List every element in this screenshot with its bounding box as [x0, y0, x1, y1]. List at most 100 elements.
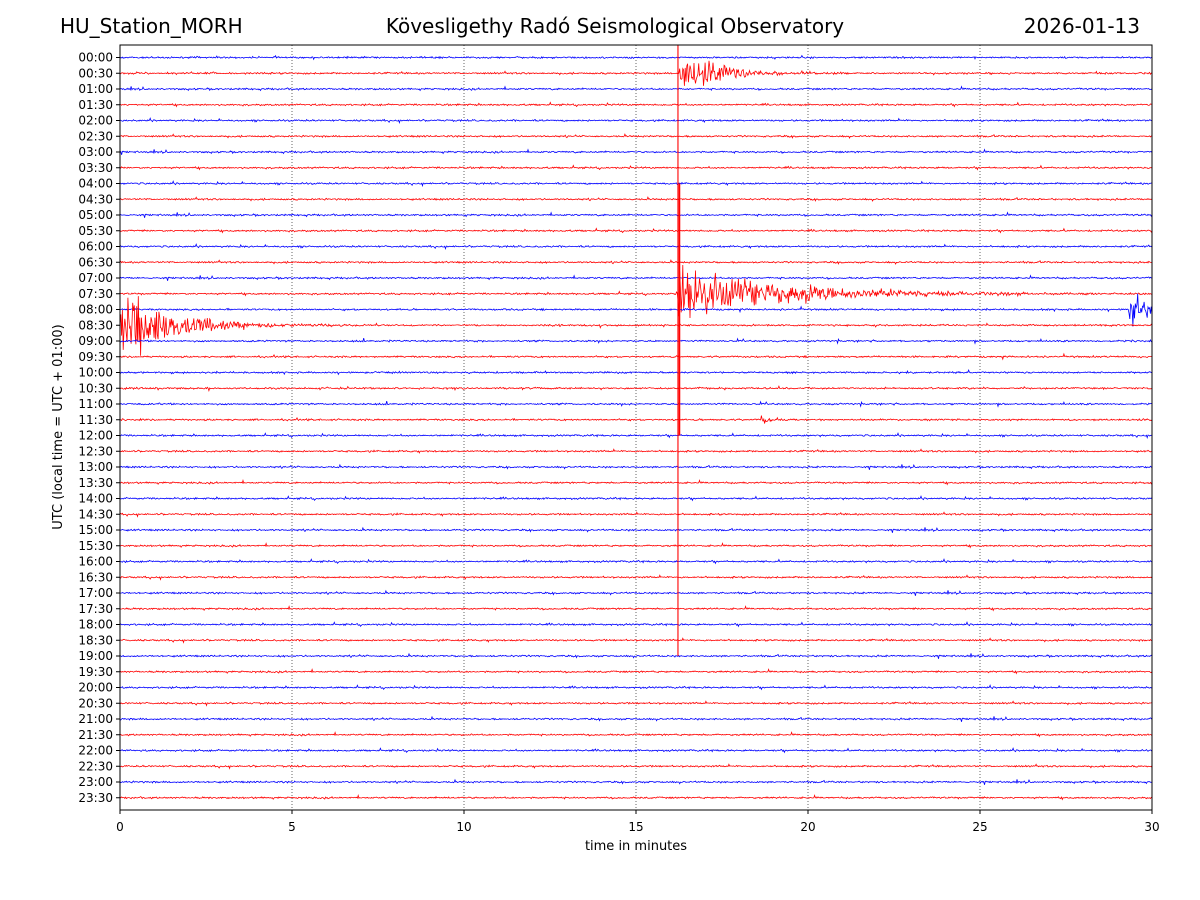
station-name: HU_Station_MORH — [60, 14, 243, 38]
x-tick-label: 0 — [116, 820, 124, 834]
trace-1700 — [120, 589, 1153, 596]
y-tick-label: 11:30 — [78, 413, 113, 427]
y-tick-label: 02:00 — [78, 114, 113, 128]
trace-2000 — [119, 684, 1153, 691]
y-tick-label: 08:30 — [78, 318, 113, 332]
x-tick-label: 30 — [1144, 820, 1159, 834]
y-tick-label: 13:00 — [78, 460, 113, 474]
y-tick-label: 12:30 — [78, 444, 113, 458]
y-tick-label: 07:00 — [78, 271, 113, 285]
y-tick-label: 08:00 — [78, 303, 113, 317]
x-tick-label: 5 — [288, 820, 296, 834]
trace-2300 — [119, 778, 1153, 785]
grid-lines — [291, 45, 981, 810]
y-tick-label: 11:00 — [78, 397, 113, 411]
y-tick-label: 01:00 — [78, 82, 113, 96]
trace-0100 — [119, 85, 1153, 92]
y-tick-label: 10:00 — [78, 366, 113, 380]
y-tick-label: 04:00 — [78, 177, 113, 191]
y-tick-label: 19:00 — [78, 649, 113, 663]
trace-0930 — [119, 352, 1153, 361]
trace-0430 — [119, 196, 1153, 202]
y-tick-label: 16:30 — [78, 570, 113, 584]
trace-1930 — [119, 668, 1153, 675]
plot-frame — [119, 44, 1153, 811]
trace-1530 — [119, 542, 1153, 549]
trace-0300 — [119, 148, 1153, 155]
trace-0830 — [119, 296, 1153, 356]
y-tick-label: 02:30 — [78, 129, 113, 143]
trace-1900 — [119, 652, 1153, 659]
y-tick-label: 22:00 — [78, 744, 113, 758]
y-tick-label: 05:00 — [78, 208, 113, 222]
trace-1430 — [119, 511, 1153, 518]
trace-2130 — [119, 731, 1153, 738]
y-tick-label: 00:30 — [78, 66, 113, 80]
trace-1830 — [119, 637, 1152, 644]
y-tick-label: 06:00 — [78, 240, 113, 254]
x-axis-label: time in minutes — [585, 839, 687, 854]
y-tick-label: 07:30 — [78, 287, 113, 301]
y-tick-label: 23:00 — [78, 775, 113, 789]
trace-0230 — [119, 133, 1153, 139]
trace-1130 — [119, 415, 1153, 424]
trace-0330 — [119, 164, 1153, 171]
y-tick-label: 04:30 — [78, 192, 113, 206]
x-tick-label: 15 — [628, 820, 643, 834]
trace-0130 — [120, 101, 1153, 108]
seismic-traces — [119, 45, 1153, 801]
trace-2200 — [119, 747, 1153, 754]
y-tick-label: 09:30 — [78, 350, 113, 364]
trace-1030 — [119, 385, 1153, 393]
x-tick-label: 25 — [972, 820, 987, 834]
trace-1300 — [119, 463, 1153, 470]
trace-1630 — [119, 574, 1153, 581]
trace-1800 — [119, 621, 1153, 628]
y-tick-label: 03:30 — [78, 161, 113, 175]
y-tick-label: 22:30 — [78, 759, 113, 773]
y-tick-label: 16:00 — [78, 555, 113, 569]
trace-1400 — [119, 495, 1153, 502]
record-date: 2026-01-13 — [1023, 14, 1140, 38]
y-tick-label: 21:00 — [78, 712, 113, 726]
trace-0800 — [119, 293, 1153, 327]
trace-0530 — [119, 227, 1153, 234]
y-tick-label: 09:00 — [78, 334, 113, 348]
trace-1000 — [119, 368, 1153, 376]
trace-0000 — [119, 54, 1153, 61]
trace-1200 — [119, 432, 1152, 440]
y-tick-label: 06:30 — [78, 255, 113, 269]
y-tick-label: 14:00 — [78, 492, 113, 506]
y-tick-label: 15:30 — [78, 539, 113, 553]
y-axis-label: UTC (local time = UTC + 01:00) — [51, 324, 66, 529]
trace-1730 — [119, 605, 1153, 612]
trace-0500 — [119, 211, 1153, 218]
trace-2030 — [119, 700, 1153, 707]
trace-0730 — [119, 264, 1153, 319]
y-tick-label: 18:30 — [78, 633, 113, 647]
trace-2230 — [120, 763, 1153, 770]
trace-1330 — [119, 479, 1153, 486]
trace-2100 — [119, 715, 1153, 722]
trace-1230 — [119, 448, 1153, 454]
trace-0600 — [119, 243, 1153, 251]
y-tick-label: 21:30 — [78, 728, 113, 742]
y-tick-label: 05:30 — [78, 224, 113, 238]
trace-1500 — [119, 526, 1153, 533]
y-tick-label: 14:30 — [78, 507, 113, 521]
y-tick-label: 13:30 — [78, 476, 113, 490]
y-tick-label: 12:00 — [78, 429, 113, 443]
trace-0900 — [119, 337, 1153, 345]
y-tick-label: 20:00 — [78, 681, 113, 695]
y-tick-label: 15:00 — [78, 523, 113, 537]
trace-0030 — [119, 60, 1153, 86]
y-tick-label: 18:00 — [78, 618, 113, 632]
y-tick-label: 19:30 — [78, 665, 113, 679]
trace-0630 — [119, 259, 1153, 265]
trace-1600 — [119, 558, 1153, 565]
x-tick-label: 10 — [456, 820, 471, 834]
y-tick-label: 03:00 — [78, 145, 113, 159]
trace-2330 — [119, 794, 1153, 801]
